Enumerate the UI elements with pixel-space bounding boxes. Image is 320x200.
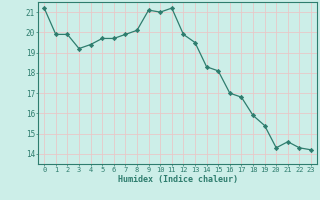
X-axis label: Humidex (Indice chaleur): Humidex (Indice chaleur): [118, 175, 238, 184]
